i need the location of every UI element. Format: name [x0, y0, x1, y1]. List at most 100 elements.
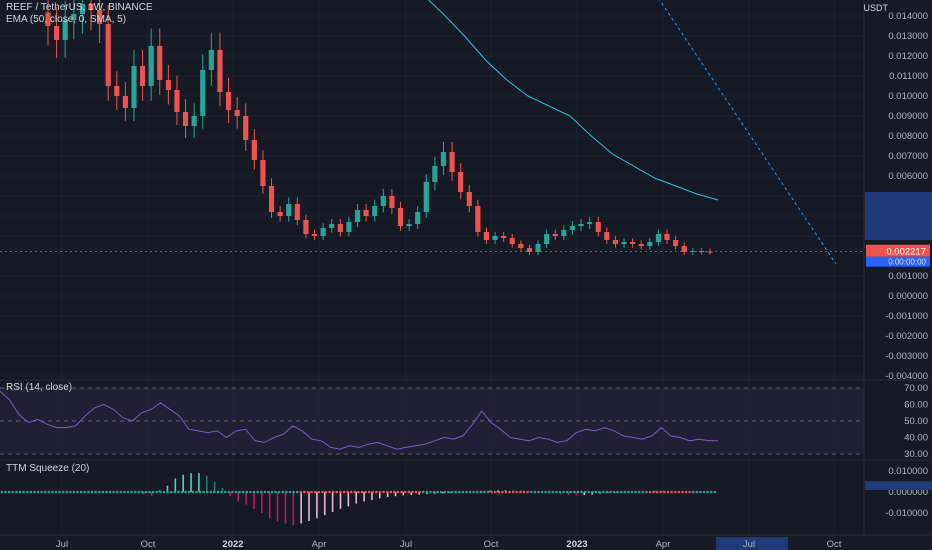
- squeeze-dot: [195, 490, 198, 494]
- squeeze-dot: [591, 490, 594, 494]
- squeeze-dot: [83, 490, 87, 494]
- squeeze-panel[interactable]: [0, 473, 718, 526]
- squeeze-dot: [360, 490, 364, 494]
- squeeze-dot: [461, 490, 465, 494]
- squeeze-dot: [209, 490, 213, 494]
- squeeze-dot: [249, 490, 252, 494]
- symbol-legend: REEF / TetherUS, 1W, BINANCE: [6, 2, 157, 13]
- candle-down: [337, 224, 343, 232]
- squeeze-dot: [673, 490, 677, 494]
- squeeze-legend: TTM Squeeze (20): [6, 463, 93, 474]
- candle-up: [406, 224, 412, 226]
- squeeze-dot: [429, 490, 432, 494]
- squeeze-dot: [133, 490, 137, 494]
- squeeze-dot: [601, 490, 605, 494]
- candle-up: [320, 228, 326, 236]
- trend-line: [659, 0, 837, 265]
- rsi-tick-label: 70.00: [904, 383, 928, 394]
- candle-down: [526, 248, 533, 252]
- candle-down: [157, 46, 163, 80]
- squeeze-dot: [328, 490, 331, 494]
- candle-down: [122, 96, 128, 108]
- rsi-panel[interactable]: [0, 387, 864, 455]
- squeeze-dot: [51, 490, 54, 494]
- squeeze-dot: [490, 490, 493, 494]
- time-range-highlight: [716, 537, 788, 550]
- squeeze-dot: [155, 490, 159, 494]
- squeeze-dot: [47, 490, 51, 494]
- time-tick-label: 2022: [222, 539, 243, 550]
- squeeze-dot: [573, 490, 576, 494]
- rsi-legend: RSI (14, close): [6, 382, 76, 393]
- candle-up: [423, 182, 429, 212]
- time-tick-label: Apr: [312, 539, 327, 550]
- squeeze-dot: [0, 490, 4, 494]
- squeeze-dot: [310, 490, 313, 494]
- candle-down: [311, 234, 318, 236]
- squeeze-dot: [371, 490, 375, 494]
- squeeze-dot: [393, 490, 396, 494]
- candle-down: [105, 24, 111, 86]
- squeeze-dot: [177, 490, 180, 494]
- price-tick-label: -0.004000: [885, 371, 928, 382]
- price-axis[interactable]: 0.014000 0.013000 0.012000 0.011000 0.010000…: [865, 11, 932, 519]
- squeeze-dot: [198, 490, 202, 494]
- squeeze-dot: [670, 490, 673, 494]
- price-panel[interactable]: [0, 0, 864, 265]
- candle-down: [449, 152, 455, 172]
- squeeze-dot: [666, 490, 670, 494]
- squeeze-dot: [321, 490, 324, 494]
- squeeze-dot: [616, 490, 619, 494]
- squeeze-dot: [277, 490, 281, 494]
- squeeze-dot: [677, 490, 681, 494]
- rsi-tick-label: 60.00: [904, 400, 928, 411]
- candle-up: [372, 206, 378, 216]
- squeeze-dot: [259, 490, 263, 494]
- time-tick-label: Jul: [400, 539, 412, 550]
- candle-down: [260, 160, 266, 186]
- squeeze-dot: [335, 490, 339, 494]
- candle-up: [655, 234, 661, 242]
- squeeze-dot: [396, 490, 400, 494]
- symbol-title: REEF / TetherUS, 1W, BINANCE: [6, 2, 153, 13]
- squeeze-dot: [630, 490, 634, 494]
- ema-title: EMA (50, close, 0, SMA, 5): [6, 14, 127, 25]
- squeeze-dot: [475, 490, 479, 494]
- squeeze-dot: [234, 490, 238, 494]
- candle-down: [673, 240, 679, 246]
- squeeze-dot: [162, 490, 166, 494]
- candle-up: [329, 224, 335, 228]
- squeeze-dot: [555, 490, 558, 494]
- rsi-title: RSI (14, close): [6, 382, 73, 393]
- squeeze-dot: [583, 490, 587, 494]
- price-range-highlight: [865, 192, 932, 240]
- squeeze-dot: [547, 490, 551, 494]
- squeeze-dot: [515, 490, 519, 494]
- time-axis[interactable]: Jul Oct 2022 Apr Jul Oct 2023 Apr Jul Oct: [0, 534, 932, 550]
- price-tick-label: 0.014000: [888, 11, 928, 22]
- squeeze-dot: [295, 490, 299, 494]
- candle-down: [174, 90, 180, 112]
- price-tick-label: -0.001000: [885, 311, 928, 322]
- price-tick-label: 0.007000: [888, 151, 928, 162]
- candle-down: [630, 242, 636, 244]
- squeeze-dot: [483, 490, 486, 494]
- squeeze-dot: [421, 490, 425, 494]
- squeeze-dot: [551, 490, 555, 494]
- squeeze-dot: [144, 490, 148, 494]
- squeeze-dot: [151, 490, 155, 494]
- candle-down: [182, 112, 189, 126]
- price-tick-label: 0.000000: [888, 291, 928, 302]
- squeeze-dot: [303, 490, 306, 494]
- squeeze-dot: [40, 490, 43, 494]
- candle-down: [294, 204, 300, 220]
- squeeze-dot: [245, 490, 249, 494]
- squeeze-dot: [378, 490, 382, 494]
- candle-down: [97, 10, 103, 24]
- squeeze-dot: [681, 490, 684, 494]
- squeeze-dot: [526, 490, 529, 494]
- candle-up: [587, 222, 593, 224]
- squeeze-dot: [367, 490, 371, 494]
- candle-up: [148, 46, 154, 86]
